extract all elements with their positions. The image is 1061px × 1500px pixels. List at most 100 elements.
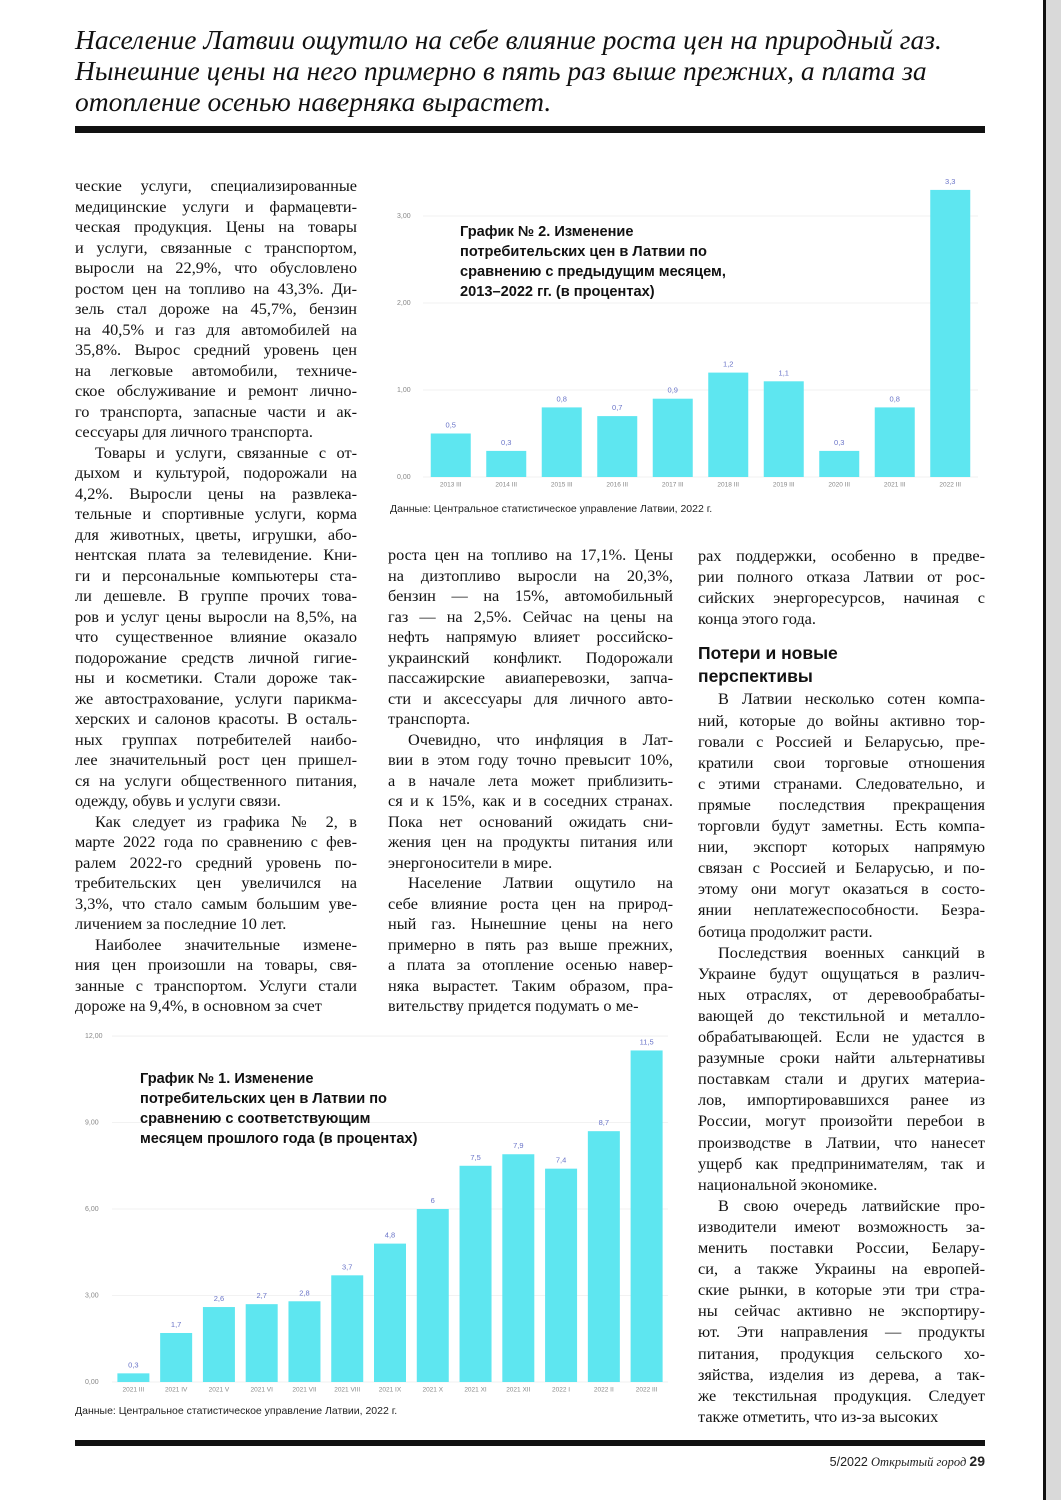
bar: [430, 433, 471, 477]
text-line: этому они могут оказаться в состо-: [698, 879, 985, 899]
text-line: также отметить, что из-за высоких: [698, 1406, 939, 1426]
bar: [202, 1307, 235, 1382]
text-line: питания, продукция сельского хо-: [698, 1343, 985, 1363]
header-rule: [75, 126, 985, 133]
text-line: няка вырастет. Таким образом, пра-: [388, 975, 673, 995]
text-line: связан с Россией и Беларусью, и по-: [698, 858, 985, 878]
footer: 5/2022 Открытый город 29: [830, 1453, 985, 1470]
text-line: на легковые автомобили, техниче-: [75, 360, 357, 380]
text-line: торговли будут заметны. Есть компа-: [698, 816, 985, 835]
x-tick-label: 2021 V: [209, 1387, 230, 1394]
text-line: украинский конфликт. Подорожали: [388, 647, 673, 667]
text-line: ний, которые до войны активно тор-: [698, 710, 985, 730]
text-line: рии полного отказа Латвии от рос-: [698, 567, 985, 587]
text-line: зель стал дороже на 45,7%, бензин: [75, 299, 357, 318]
y-tick-label: 9,00: [85, 1119, 99, 1126]
x-tick-label: 2021 III: [123, 1387, 145, 1394]
text-line: ущерб как предпринимателям, так и: [698, 1153, 985, 1173]
section-heading: перспективы: [698, 666, 813, 687]
text-line: нефть напрямую влияет российско-: [388, 627, 673, 646]
x-tick-label: 2021 VII: [292, 1387, 316, 1394]
text-line: сессуары для личного транспорта.: [75, 422, 313, 441]
text-line: вительству придется подумать о ме-: [388, 996, 639, 1015]
text-line: ся на услуги общественного питания,: [75, 770, 357, 790]
x-tick-label: 2021 VIII: [334, 1387, 360, 1394]
bar: [597, 416, 638, 477]
text-line: Товары и услуги, связанные с от-: [95, 442, 357, 462]
magazine: Открытый город: [871, 1455, 967, 1469]
x-tick-label: 2020 III: [828, 482, 850, 489]
text-line: ный газ. Нынешние цены на него: [388, 914, 673, 933]
text-line: конца этого года.: [698, 609, 816, 629]
text-line: же текстильная продукция. Следует: [698, 1385, 985, 1405]
text-line: на дизтопливо выросли на 20,3%,: [388, 565, 673, 585]
text-line: нии, экспорт которых напрямую: [698, 837, 985, 857]
text-line: дороже на 9,4%, в основном за счет: [75, 996, 322, 1015]
text-line: себе влияние роста цен на природ-: [388, 893, 673, 913]
text-line: менить поставки России, Белару-: [698, 1238, 985, 1257]
text-line: транспорта.: [388, 709, 471, 728]
value-label: 6: [431, 1196, 435, 1205]
value-label: 11,5: [640, 1037, 654, 1046]
y-tick-label: 1,00: [397, 387, 411, 394]
text-line: для животных, цветы, игрушки, або-: [75, 524, 357, 544]
text-line: прямые последствия прекращения: [698, 794, 985, 814]
x-tick-label: 2021 VI: [250, 1387, 273, 1394]
y-tick-label: 2,00: [397, 300, 411, 307]
text-line: В свою очередь латвийские про-: [718, 1195, 985, 1215]
text-line: ся и к 15%, как и в соседних странах.: [388, 791, 673, 810]
bar: [874, 407, 915, 477]
text-line: вающей до текстильной и металло-: [698, 1005, 985, 1025]
section-heading: Потери и новые: [698, 643, 838, 664]
x-tick-label: 2021 X: [422, 1387, 443, 1394]
text-line: лов, импортировавшихся ранее из: [698, 1090, 985, 1110]
text-line: ги и персональные компьютеры ста-: [75, 565, 357, 585]
x-tick-label: 2021 IV: [165, 1387, 188, 1394]
text-line: сти и аксессуары для личного авто-: [388, 688, 673, 708]
text-line: ют. Эти направления — продукты: [698, 1322, 985, 1342]
text-line: вии в этом году точно превысит 10%,: [388, 750, 673, 769]
text-line: рах поддержки, особенно в предве-: [698, 546, 985, 565]
text-line: тельные и спортивные услуги, корма: [75, 504, 357, 523]
text-line: газ — на 2,5%. Сейчас на цены на: [388, 606, 673, 626]
text-line: говали с Россией и Беларусью, пре-: [698, 731, 985, 751]
value-label: 7,5: [470, 1153, 480, 1162]
x-tick-label: 2017 III: [662, 482, 684, 489]
value-label: 3,7: [342, 1262, 352, 1271]
text-line: дыхом и культурой, подорожали на: [75, 463, 357, 482]
text-line: зяйства, изделия из дерева, а так-: [698, 1364, 985, 1384]
bar: [245, 1304, 278, 1382]
text-line: разумные сроки найти альтернативы: [698, 1048, 985, 1068]
bar: [930, 189, 971, 477]
issue: 5/2022: [829, 1455, 868, 1469]
lead-line: отопление осенью наверняка вырастет.: [75, 86, 552, 117]
text-line: пассажирские авиаперевозки, запча-: [388, 668, 673, 687]
text-line: Население Латвии ощутило на: [408, 873, 673, 892]
x-tick-label: 2019 III: [773, 482, 795, 489]
bar: [416, 1209, 449, 1382]
value-label: 1,2: [723, 360, 733, 369]
y-tick-label: 3,00: [397, 213, 411, 220]
y-tick-label: 0,00: [397, 474, 411, 481]
value-label: 1,1: [779, 368, 789, 377]
value-label: 4,8: [385, 1231, 395, 1240]
text-line: марте 2022 года по сравнению с фев-: [75, 832, 357, 851]
text-line: ростом цен на топливо на 43,3%. Ди-: [75, 278, 357, 298]
text-line: 3,3%, что стало самым большим уве-: [75, 893, 357, 913]
page-number: 29: [969, 1453, 985, 1469]
text-line: а плата за отопление осенью навер-: [388, 955, 673, 974]
text-line: поставкам стали и других материа-: [698, 1069, 985, 1089]
text-line: одежду, обувь и услуги связи.: [75, 791, 281, 810]
x-tick-label: 2021 XI: [464, 1387, 487, 1394]
x-tick-label: 2015 III: [551, 482, 573, 489]
text-line: си, а также Украины на европей-: [698, 1259, 985, 1279]
text-line: обрабатывающей. Если не удастся в: [698, 1027, 985, 1046]
lead-line: Нынешние цены на него примерно в пять ра…: [75, 55, 927, 86]
value-label: 0,3: [834, 438, 844, 447]
y-tick-label: 6,00: [85, 1206, 99, 1213]
x-tick-label: 2022 III: [636, 1387, 658, 1394]
value-label: 3,3: [945, 177, 955, 186]
text-line: херских и салонов красоты. В осталь-: [75, 709, 357, 728]
chart-title: График № 1. Изменение потребительских це…: [140, 1071, 418, 1147]
